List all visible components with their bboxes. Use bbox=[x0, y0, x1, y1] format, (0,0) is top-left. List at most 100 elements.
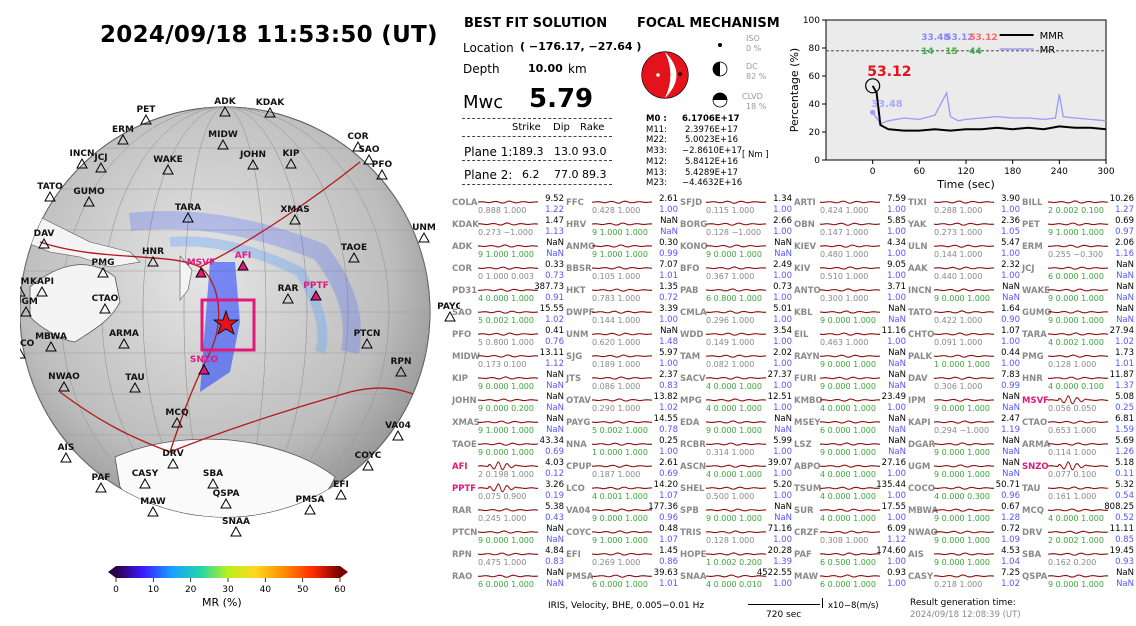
synthetic-trace bbox=[592, 310, 652, 314]
synthetic-trace bbox=[706, 486, 766, 490]
globe-svg: PET ADK KDAK ERM MIDW COR INCN JCJ JOHN SAO WAKE KI… bbox=[6, 97, 463, 537]
station-cell: TAU 5.32 0.161 1.000 0.54 bbox=[1022, 480, 1136, 502]
station-fit-values: 0.269 1.000 bbox=[592, 558, 641, 567]
station-fit-values: 9 0.000 1.000 bbox=[592, 514, 648, 523]
station-waveform bbox=[1048, 574, 1108, 578]
station-ratio: 0.11 bbox=[1115, 469, 1134, 479]
synthetic-trace bbox=[592, 244, 652, 248]
station-ratio: 0.25 bbox=[1115, 403, 1134, 413]
station-cell: HNR 11.87 4 0.000 0.100 1.37 bbox=[1022, 370, 1136, 392]
station-name: EDA bbox=[680, 418, 700, 428]
depth-label: Depth bbox=[463, 62, 500, 76]
rake-header: Rake bbox=[580, 122, 605, 133]
station-cell: MIDW 13.11 0.173 0.100 1.12 bbox=[452, 348, 566, 370]
synthetic-trace bbox=[592, 376, 652, 380]
station-waveform bbox=[1048, 395, 1108, 405]
station-cell: NNA 0.25 1 0.000 1.000 1.00 bbox=[566, 436, 680, 458]
station-name: COYC bbox=[566, 528, 592, 538]
station-triangle-icon bbox=[140, 113, 152, 125]
station-name: IPM bbox=[908, 396, 926, 406]
station-waveform bbox=[478, 420, 538, 424]
focal-graphics bbox=[641, 43, 728, 108]
station-amplitude: NaN bbox=[1116, 304, 1134, 314]
station-amplitude: 135.44 bbox=[876, 480, 906, 490]
station-name: VA04 bbox=[566, 506, 591, 516]
tensor-value: 5.4289E+17 bbox=[684, 167, 738, 178]
colorbar-min-arrow bbox=[108, 566, 116, 578]
station-amplitude: NaN bbox=[888, 414, 906, 424]
station-name: LCO bbox=[566, 484, 585, 494]
synthetic-trace bbox=[1048, 222, 1108, 226]
station-ratio: 1.02 bbox=[545, 315, 564, 325]
station-ratio: NaN bbox=[888, 381, 906, 391]
synthetic-trace bbox=[706, 552, 766, 556]
station-fit-values: 0.424 1.000 bbox=[820, 206, 869, 215]
station-waveform bbox=[478, 310, 538, 314]
station-amplitude: NaN bbox=[774, 502, 792, 512]
station-fit-values: 0.128 1.000 bbox=[706, 536, 755, 545]
station-amplitude: 0.69 bbox=[1115, 216, 1134, 226]
station-fit-values: 0.367 1.000 bbox=[706, 272, 755, 281]
station-ratio: 1.12 bbox=[887, 535, 906, 545]
station-ratio: NaN bbox=[1002, 403, 1020, 413]
synthetic-trace bbox=[1048, 421, 1108, 424]
tensor-key: M23: bbox=[646, 178, 668, 189]
globe-station-label: SNZO bbox=[190, 355, 219, 365]
globe-station-label: AFI bbox=[235, 251, 251, 261]
globe-station-label: TAOE bbox=[341, 243, 367, 253]
synthetic-trace bbox=[1048, 552, 1108, 556]
station-cell: COYC 0.48 9 1.000 1.000 1.07 bbox=[566, 524, 680, 546]
station-amplitude: 23.49 bbox=[881, 392, 906, 402]
result-time-label: Result generation time: bbox=[910, 598, 1016, 608]
peak-circle bbox=[865, 78, 881, 94]
station-fit-values: 0.128 −1.000 bbox=[706, 228, 762, 237]
synthetic-trace bbox=[706, 464, 766, 468]
station-amplitude: NaN bbox=[660, 326, 678, 336]
station-cell: KAPI 2.47 0.294 −1.000 1.19 bbox=[908, 414, 1022, 436]
synthetic-trace bbox=[934, 245, 994, 248]
station-amplitude: 5.38 bbox=[545, 502, 564, 512]
station-waveform bbox=[592, 530, 652, 534]
station-waveform bbox=[706, 530, 766, 534]
station-ratio: 1.00 bbox=[659, 359, 678, 369]
location-label: Location bbox=[463, 41, 514, 55]
station-name: KIP bbox=[452, 374, 468, 384]
dc-icon-fill bbox=[713, 62, 720, 76]
station-waveform bbox=[706, 354, 766, 358]
station-waveform bbox=[592, 442, 652, 446]
station-cell: MPG 12.51 4 0.000 1.000 1.00 bbox=[680, 392, 794, 414]
station-waveform bbox=[820, 200, 880, 204]
synthetic-trace bbox=[1048, 310, 1108, 314]
station-fit-values: 9 0.000 1.000 bbox=[478, 382, 534, 391]
synthetic-trace bbox=[1048, 266, 1108, 270]
dip-header: Dip bbox=[553, 122, 570, 133]
station-waveform bbox=[706, 420, 766, 424]
station-amplitude: 1.07 bbox=[1001, 326, 1020, 336]
station-name: ULN bbox=[908, 242, 928, 252]
synthetic-trace bbox=[706, 201, 766, 204]
station-cell: ADK NaN 9 1.000 1.000 NaN bbox=[452, 238, 566, 260]
station-ratio: 1.00 bbox=[773, 403, 792, 413]
station-fit-values: 9 1.000 1.000 bbox=[478, 426, 534, 435]
station-fit-values: 0.114 1.000 bbox=[1048, 448, 1097, 457]
station-ratio: 1.00 bbox=[887, 205, 906, 215]
synthetic-trace bbox=[478, 508, 538, 512]
station-name: NNA bbox=[566, 440, 587, 450]
iso-label: ISO bbox=[746, 34, 760, 43]
station-ratio: 1.00 bbox=[1001, 359, 1020, 369]
station-name: FURI bbox=[794, 374, 817, 384]
station-name: RAO bbox=[452, 572, 473, 582]
station-cell: OTAV 13.82 0.290 1.000 1.02 bbox=[566, 392, 680, 414]
station-amplitude: 11.87 bbox=[1109, 370, 1134, 380]
station-fit-values: 0.510 1.000 bbox=[820, 272, 869, 281]
station-waveform bbox=[706, 376, 766, 380]
colorbar-svg: 0 10 20 30 40 50 60 bbox=[108, 566, 348, 595]
station-triangle-icon bbox=[304, 503, 316, 515]
station-fit-values: 6 0.000 1.000 bbox=[820, 580, 876, 589]
station-cell: KMBO 23.49 4 0.000 1.000 1.00 bbox=[794, 392, 908, 414]
synthetic-trace bbox=[706, 574, 766, 578]
station-fit-values: 9 1.000 1.000 bbox=[1048, 228, 1104, 237]
station-fit-values: 4 0.000 1.000 bbox=[706, 382, 762, 391]
station-cell: RCBR 5.99 0.314 1.000 1.00 bbox=[680, 436, 794, 458]
globe-station-label: KIP bbox=[283, 149, 300, 159]
